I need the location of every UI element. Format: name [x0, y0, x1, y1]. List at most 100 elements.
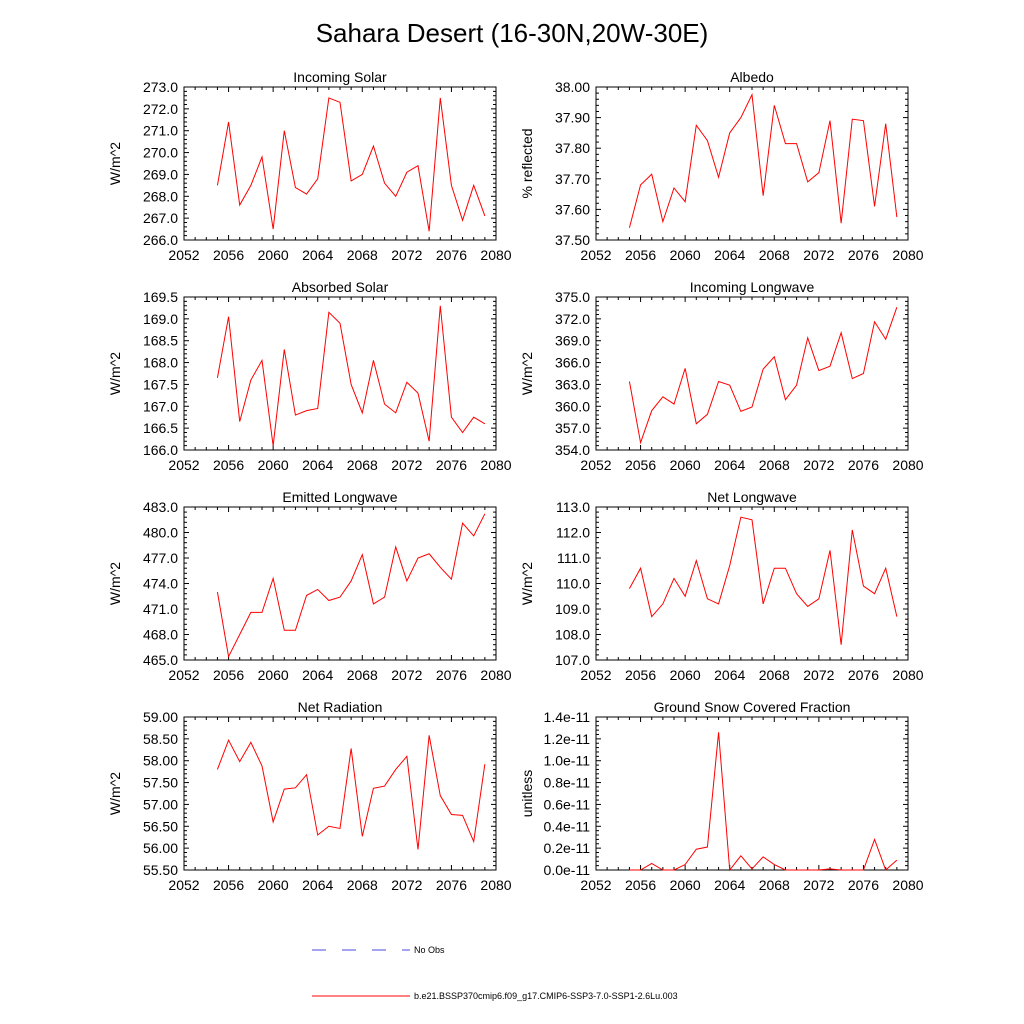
y-tick-label: 112.0: [556, 525, 590, 541]
panel-title: Net Longwave: [707, 489, 797, 505]
x-tick-label: 2064: [302, 247, 333, 263]
y-tick-label: 375.0: [555, 289, 590, 305]
y-tick-label: 270.0: [143, 145, 178, 161]
x-tick-label: 2080: [892, 247, 923, 263]
x-tick-label: 2076: [436, 247, 467, 263]
x-tick-label: 2052: [168, 457, 199, 473]
x-tick-label: 2052: [168, 667, 199, 683]
y-tick-label: 477.0: [143, 550, 178, 566]
y-tick-label: 360.0: [555, 398, 590, 414]
x-tick-label: 2060: [670, 667, 701, 683]
series-line: [216, 735, 486, 850]
y-tick-label: 113.0: [556, 499, 590, 515]
y-tick-label: 57.50: [143, 775, 178, 791]
y-tick-label: 169.5: [143, 289, 178, 305]
y-tick-label: 38.00: [555, 79, 590, 95]
y-tick-label: 480.0: [143, 525, 178, 541]
y-tick-label: 465.0: [143, 652, 178, 668]
figure-title: Sahara Desert (16-30N,20W-30E): [316, 18, 709, 48]
panel-1: Incoming Solar W/m^2 2052 2056 2060 2064 2068 2…: [107, 69, 512, 263]
y-tick-label: 56.00: [143, 840, 178, 856]
x-tick-label: 2052: [168, 247, 199, 263]
y-tick-label: 169.0: [143, 311, 178, 327]
y-tick-label: 0.8e-11: [544, 775, 591, 791]
x-tick-label: 2052: [580, 247, 611, 263]
x-tick-label: 2052: [580, 457, 611, 473]
y-tick-label: 354.0: [555, 442, 590, 458]
x-tick-label: 2056: [213, 457, 244, 473]
y-axis-label: W/m^2: [107, 772, 123, 815]
x-tick-label: 2080: [480, 247, 511, 263]
y-tick-label: 111.0: [557, 550, 590, 566]
x-tick-label: 2076: [848, 667, 879, 683]
legend-label: No Obs: [414, 945, 445, 955]
x-tick-label: 2064: [302, 667, 333, 683]
x-tick-label: 2068: [347, 667, 378, 683]
x-tick-label: 2072: [391, 877, 422, 893]
x-tick-label: 2072: [803, 877, 834, 893]
x-tick-label: 2080: [892, 457, 923, 473]
panel-4: Incoming Longwave W/m^2 2052 2056 2060 2064 20…: [519, 279, 924, 473]
panel-6: Net Longwave W/m^2 2052 2056 2060 2064 2068 207…: [519, 489, 924, 683]
plot-frame: [183, 716, 497, 871]
panel-7: Net Radiation W/m^2 2052 2056 2060 2064 2068 20…: [107, 699, 512, 893]
legend: No Obs b.e21.BSSP370cmip6.f09_g17.CMIP6-S…: [312, 945, 678, 1001]
y-tick-label: 0.2e-11: [544, 840, 591, 856]
y-tick-label: 0.0e-11: [544, 862, 591, 878]
y-axis-label: W/m^2: [107, 352, 123, 395]
y-tick-label: 269.0: [143, 166, 178, 182]
x-tick-label: 2064: [714, 457, 745, 473]
series-line: [216, 513, 486, 659]
y-tick-label: 37.80: [555, 140, 590, 156]
x-tick-label: 2068: [759, 667, 790, 683]
x-tick-label: 2060: [258, 457, 289, 473]
panel-title: Albedo: [730, 69, 774, 85]
y-tick-label: 37.50: [555, 232, 590, 248]
y-tick-label: 268.0: [143, 188, 178, 204]
y-tick-label: 357.0: [555, 420, 590, 436]
y-tick-label: 471.0: [143, 601, 178, 617]
x-tick-label: 2068: [347, 457, 378, 473]
y-tick-label: 56.50: [143, 818, 178, 834]
y-axis-label: % reflected: [519, 128, 535, 198]
panels-group: Incoming Solar W/m^2 2052 2056 2060 2064 2068 2…: [107, 69, 924, 893]
y-tick-label: 1.4e-11: [544, 709, 591, 725]
x-tick-label: 2080: [480, 457, 511, 473]
x-tick-label: 2060: [258, 667, 289, 683]
y-tick-label: 372.0: [555, 311, 590, 327]
series-line: [628, 516, 898, 645]
y-tick-label: 37.60: [555, 201, 590, 217]
x-tick-label: 2076: [436, 877, 467, 893]
plot-frame: [183, 506, 497, 661]
x-tick-label: 2072: [391, 457, 422, 473]
panel-title: Incoming Solar: [293, 69, 387, 85]
panel-title: Net Radiation: [298, 699, 383, 715]
x-tick-label: 2056: [213, 877, 244, 893]
y-tick-label: 168.5: [143, 333, 178, 349]
x-tick-label: 2056: [625, 667, 656, 683]
panel-2: Albedo % reflected 2052 2056 2060 2064 2068 207…: [519, 69, 924, 263]
y-tick-label: 0.4e-11: [544, 818, 591, 834]
y-tick-label: 168.0: [143, 355, 178, 371]
x-tick-label: 2080: [480, 667, 511, 683]
x-tick-label: 2056: [625, 877, 656, 893]
y-tick-label: 272.0: [143, 101, 178, 117]
plot-frame: [183, 86, 497, 241]
x-tick-label: 2072: [391, 667, 422, 683]
x-tick-label: 2064: [302, 457, 333, 473]
legend-label: b.e21.BSSP370cmip6.f09_g17.CMIP6-SSP3-7.…: [414, 991, 678, 1001]
x-tick-label: 2056: [625, 457, 656, 473]
series-line: [628, 92, 898, 228]
series-line: [216, 305, 486, 446]
plot-frame: [595, 86, 909, 241]
x-tick-label: 2076: [436, 457, 467, 473]
panel-5: Emitted Longwave W/m^2 2052 2056 2060 2064 206…: [107, 489, 512, 683]
y-axis-label: W/m^2: [107, 562, 123, 605]
y-tick-label: 55.50: [143, 862, 178, 878]
plot-frame: [595, 716, 909, 871]
x-tick-label: 2080: [892, 877, 923, 893]
y-tick-label: 108.0: [555, 627, 590, 643]
y-tick-label: 58.00: [143, 753, 178, 769]
y-axis-label: W/m^2: [107, 142, 123, 185]
x-tick-label: 2072: [803, 667, 834, 683]
